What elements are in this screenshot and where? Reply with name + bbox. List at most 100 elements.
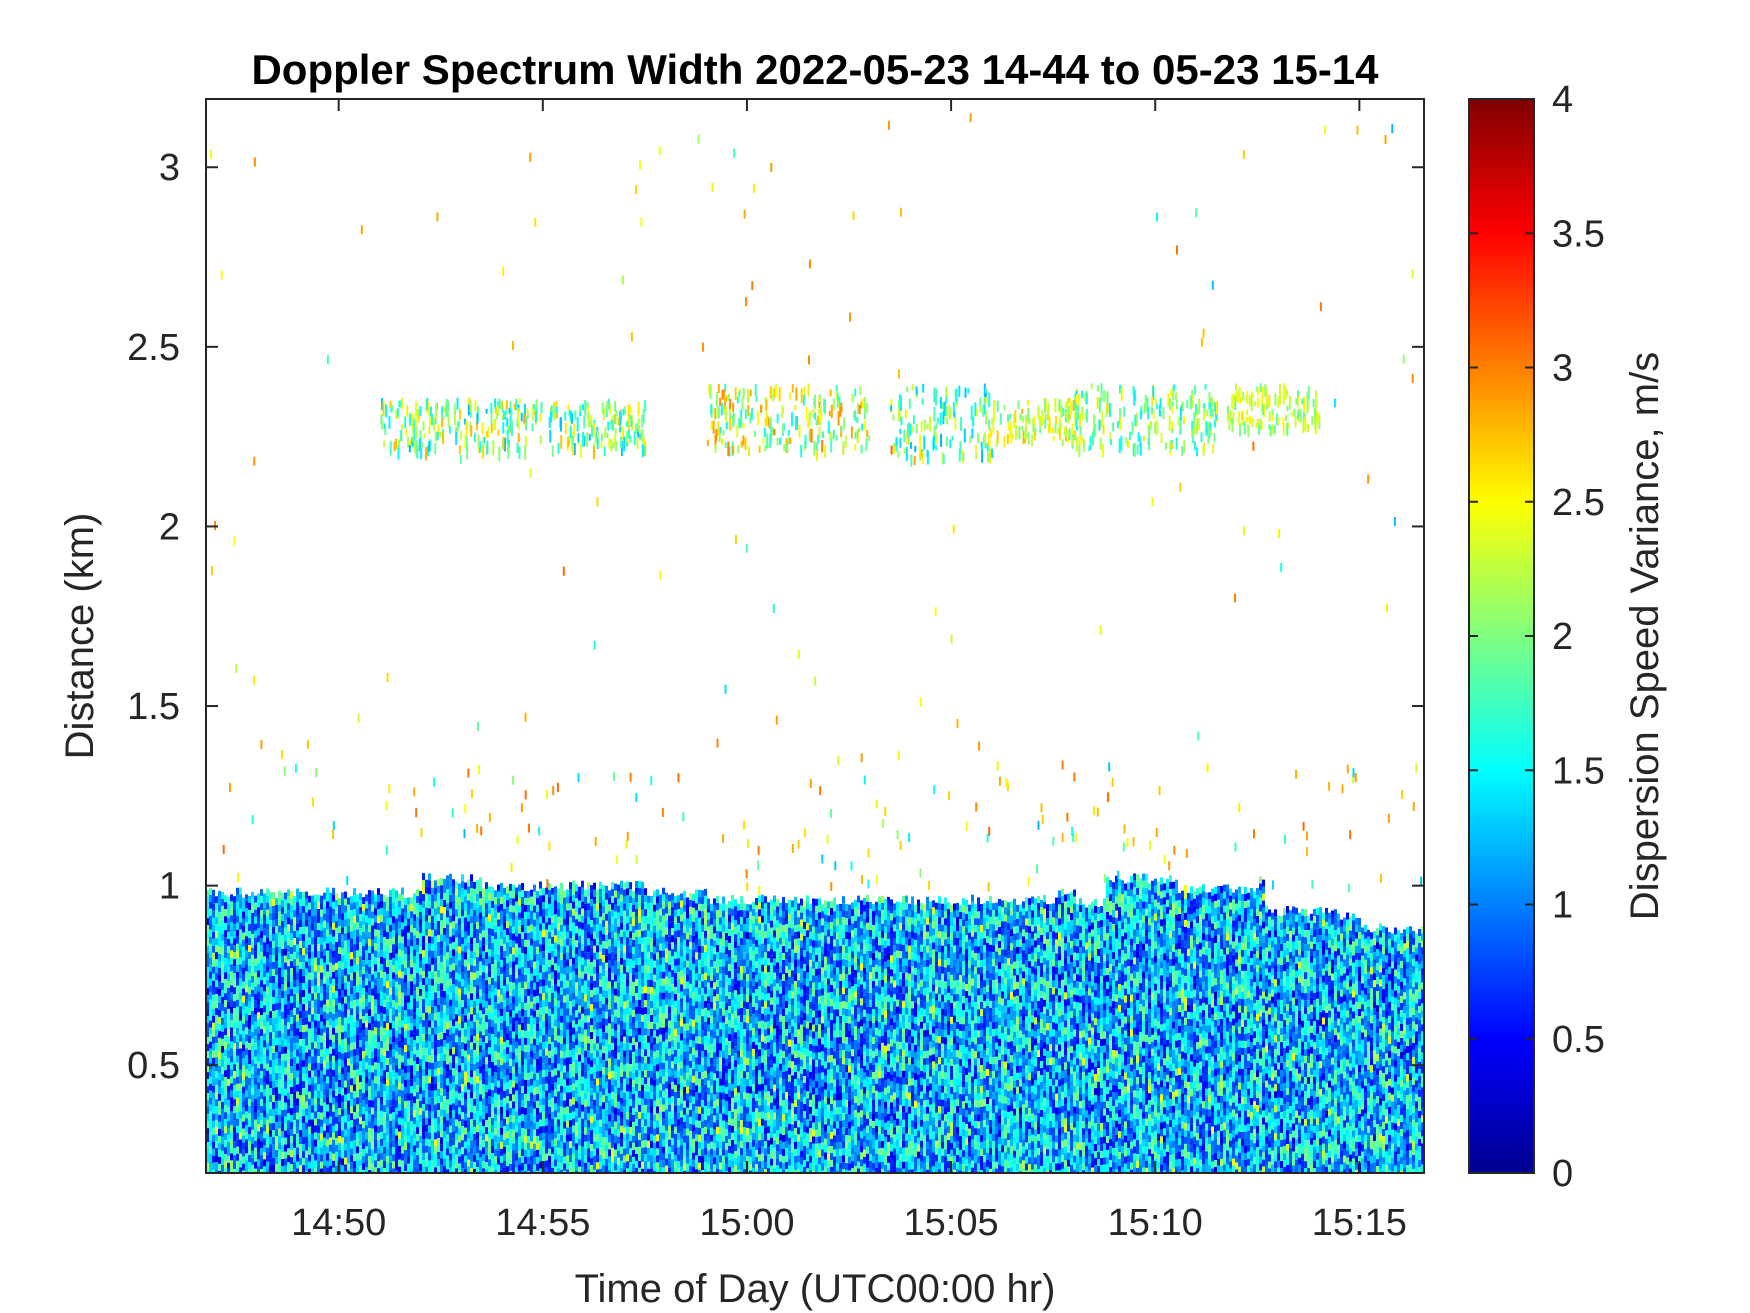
heatmap-cell bbox=[563, 1002, 566, 1010]
heatmap-cell bbox=[473, 881, 476, 889]
heatmap-cell bbox=[536, 897, 539, 905]
heatmap-cell bbox=[329, 1018, 332, 1026]
heatmap-cell bbox=[533, 1038, 536, 1046]
heatmap-cell bbox=[287, 1071, 290, 1079]
heatmap-cell bbox=[233, 917, 236, 925]
heatmap-cell bbox=[473, 1035, 476, 1043]
heatmap-cell bbox=[257, 1103, 260, 1111]
heatmap-cell bbox=[245, 1027, 248, 1035]
heatmap-cell bbox=[284, 1116, 287, 1124]
heatmap-cell bbox=[287, 1155, 290, 1163]
heatmap-cell bbox=[206, 911, 209, 919]
heatmap-cell bbox=[452, 963, 455, 971]
heatmap-cell bbox=[548, 1148, 551, 1156]
heatmap-cell bbox=[461, 986, 464, 994]
heatmap-cell bbox=[239, 1167, 242, 1173]
heatmap-cell bbox=[290, 989, 293, 997]
heatmap-cell bbox=[248, 966, 251, 973]
heatmap-cell bbox=[227, 1064, 230, 1072]
heatmap-cell bbox=[437, 1068, 440, 1075]
heatmap-cell bbox=[536, 1079, 539, 1087]
heatmap-cell bbox=[422, 1167, 425, 1173]
heatmap-cell bbox=[473, 1168, 476, 1173]
heatmap-cell bbox=[305, 947, 308, 955]
heatmap-cell bbox=[290, 891, 293, 899]
heatmap-cell bbox=[278, 932, 281, 940]
heatmap-cell bbox=[341, 983, 344, 991]
heatmap-cell bbox=[365, 1083, 368, 1091]
heatmap-cell bbox=[434, 1139, 437, 1147]
heatmap-cell bbox=[323, 990, 326, 998]
heatmap-cell bbox=[569, 1050, 572, 1058]
heatmap-cell bbox=[356, 1104, 359, 1112]
heatmap-cell bbox=[332, 922, 335, 930]
heatmap-cell bbox=[548, 882, 551, 890]
heatmap-cell bbox=[275, 954, 278, 962]
heatmap-cell bbox=[491, 1139, 494, 1146]
heatmap-cell bbox=[452, 984, 455, 992]
heatmap-cell bbox=[434, 992, 437, 1000]
heatmap-cell bbox=[305, 1024, 308, 1032]
heatmap-cell bbox=[527, 1030, 530, 1038]
heatmap-cell bbox=[362, 988, 365, 996]
heatmap-cell bbox=[347, 1016, 350, 1024]
heatmap-cell bbox=[314, 1041, 317, 1049]
heatmap-cell bbox=[392, 1021, 395, 1029]
heatmap-cell bbox=[473, 965, 476, 973]
heatmap-cell bbox=[497, 1045, 500, 1053]
heatmap-cell bbox=[257, 914, 260, 922]
heatmap-cell bbox=[344, 1024, 347, 1032]
heatmap-cell bbox=[212, 973, 215, 981]
heatmap-cell bbox=[281, 998, 284, 1005]
heatmap-cell bbox=[509, 960, 512, 968]
heatmap-cell bbox=[224, 965, 227, 973]
heatmap-cell bbox=[488, 935, 491, 943]
heatmap-cell bbox=[302, 1081, 305, 1089]
heatmap-cell bbox=[398, 914, 401, 922]
heatmap-cell bbox=[557, 1070, 560, 1078]
heatmap-cell bbox=[482, 1126, 485, 1134]
heatmap-cell bbox=[425, 1117, 428, 1125]
heatmap-cell bbox=[377, 986, 380, 994]
heatmap-cell bbox=[350, 1106, 353, 1114]
heatmap-cell bbox=[467, 1117, 470, 1125]
heatmap-cell bbox=[341, 990, 344, 998]
heatmap-cell bbox=[257, 1082, 260, 1090]
heatmap-cell bbox=[341, 1137, 344, 1145]
heatmap-cell bbox=[206, 1058, 209, 1066]
heatmap-cell bbox=[464, 1015, 467, 1023]
heatmap-cell bbox=[506, 1033, 509, 1041]
heatmap-cell bbox=[500, 980, 503, 988]
heatmap-cell bbox=[539, 1098, 542, 1106]
heatmap-cell bbox=[530, 1015, 533, 1023]
heatmap-cell bbox=[491, 1069, 494, 1076]
heatmap-cell bbox=[437, 998, 440, 1005]
heatmap-cell bbox=[245, 1153, 248, 1161]
heatmap-cell bbox=[497, 1115, 500, 1123]
heatmap-cell bbox=[404, 1080, 407, 1087]
heatmap-cell bbox=[305, 1101, 308, 1109]
heatmap-cell bbox=[206, 1107, 209, 1115]
heatmap-cell bbox=[377, 923, 380, 931]
heatmap-cell bbox=[269, 962, 272, 970]
heatmap-cell bbox=[269, 948, 272, 956]
heatmap-cell bbox=[410, 1009, 413, 1017]
heatmap-cell bbox=[557, 895, 560, 903]
heatmap-cell bbox=[224, 993, 227, 1001]
heatmap-cell bbox=[224, 923, 227, 931]
heatmap-cell bbox=[446, 931, 449, 939]
heatmap-cell bbox=[359, 1068, 362, 1076]
heatmap-cell bbox=[440, 927, 443, 935]
heatmap-cell bbox=[209, 1160, 212, 1168]
heatmap-cell bbox=[524, 939, 527, 947]
heatmap-cell bbox=[323, 969, 326, 977]
heatmap-cell bbox=[566, 1057, 569, 1065]
heatmap-cell bbox=[278, 939, 281, 947]
heatmap-cell bbox=[290, 905, 293, 913]
heatmap-cell bbox=[269, 1088, 272, 1096]
heatmap-cell bbox=[311, 944, 314, 952]
heatmap-cell bbox=[368, 1016, 371, 1024]
heatmap-cell bbox=[509, 925, 512, 933]
heatmap-cell bbox=[305, 933, 308, 941]
heatmap-cell bbox=[338, 912, 341, 919]
